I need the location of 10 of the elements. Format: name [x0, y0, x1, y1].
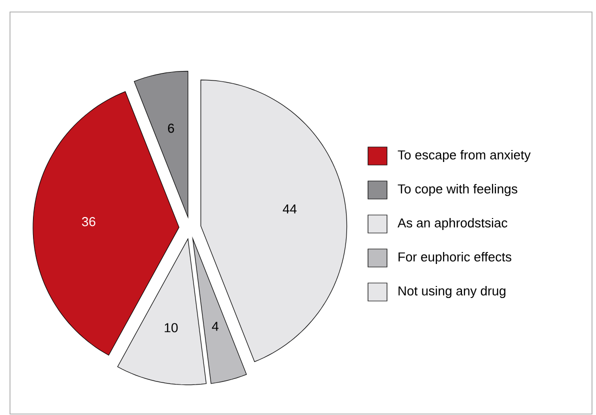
legend-label: To escape from anxiety — [398, 150, 531, 162]
legend-label: For euphoric effects — [398, 252, 512, 264]
legend-label: Not using any drug — [398, 286, 506, 298]
data-label: 44 — [282, 204, 297, 214]
legend-label: As an aphrodstsiac — [398, 218, 508, 230]
data-label: 6 — [168, 124, 174, 133]
data-label: 4 — [212, 322, 218, 331]
data-label: 10 — [164, 323, 178, 332]
legend-label: To cope with feelings — [398, 184, 518, 196]
data-label: 36 — [82, 217, 96, 226]
